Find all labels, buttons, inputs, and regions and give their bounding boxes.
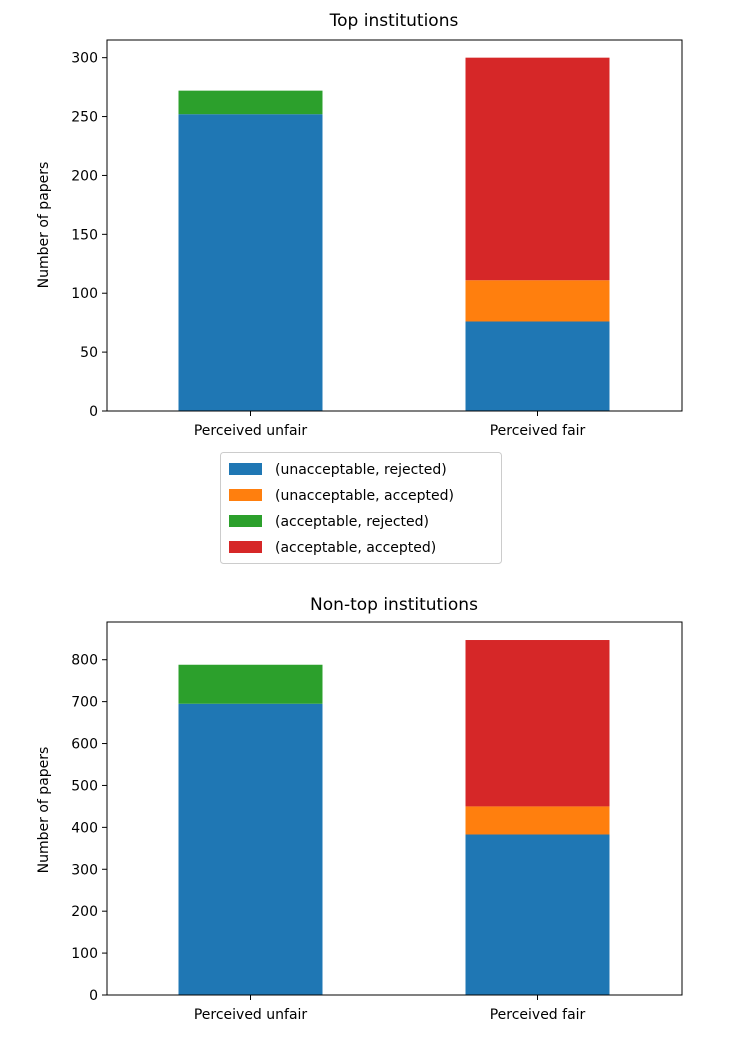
y-tick-label: 200 — [71, 904, 98, 920]
bar-perceived-unfair-series-0 — [178, 703, 323, 995]
bar-perceived-fair-series-0 — [465, 321, 610, 411]
legend-label: (unacceptable, rejected) — [275, 462, 447, 478]
chart-top-ylabel: Number of papers — [36, 162, 52, 289]
chart-bottom: Non-top institutions Number of papers 0 1… — [36, 595, 683, 1023]
legend-swatch — [229, 515, 262, 527]
legend-label: (unacceptable, accepted) — [275, 488, 454, 504]
y-tick-label: 400 — [71, 820, 98, 836]
chart-bottom-axes-frame — [106, 621, 683, 996]
chart-bottom-xticks: Perceived unfair Perceived fair — [194, 995, 586, 1023]
x-tick-label: Perceived unfair — [194, 1007, 308, 1023]
chart-bottom-title: Non-top institutions — [310, 595, 478, 615]
chart-top-title: Top institutions — [329, 11, 459, 31]
legend-swatch — [229, 541, 262, 553]
bar-perceived-unfair-series-0 — [178, 114, 323, 411]
legend: (unacceptable, rejected) (unacceptable, … — [220, 452, 502, 564]
y-tick-label: 300 — [71, 51, 98, 67]
y-tick-label: 700 — [71, 695, 98, 711]
chart-top-plot-area — [178, 57, 610, 411]
legend-swatch — [229, 463, 262, 475]
y-tick-label: 200 — [71, 168, 98, 184]
legend-swatch — [229, 489, 262, 501]
chart-bottom-yticks: 0 100 200 300 400 500 600 700 800 — [71, 653, 107, 1004]
y-tick-label: 500 — [71, 778, 98, 794]
bar-perceived-fair-series-3 — [465, 57, 610, 281]
chart-top-xticks: Perceived unfair Perceived fair — [194, 411, 586, 439]
legend-frame — [220, 452, 502, 564]
x-tick-label: Perceived fair — [490, 423, 586, 439]
bar-perceived-fair-series-3 — [465, 640, 610, 807]
y-tick-label: 600 — [71, 737, 98, 753]
chart-top: Top institutions Number of papers 0 50 100… — [36, 11, 683, 439]
bar-perceived-fair-series-0 — [465, 834, 610, 995]
y-tick-label: 50 — [80, 345, 98, 361]
y-tick-label: 250 — [71, 110, 98, 126]
legend-label: (acceptable, rejected) — [275, 514, 429, 530]
y-tick-label: 0 — [89, 988, 98, 1004]
chart-top-axes-frame — [106, 39, 683, 412]
bar-perceived-fair-series-1 — [465, 280, 610, 322]
y-tick-label: 100 — [71, 286, 98, 302]
y-tick-label: 800 — [71, 653, 98, 669]
x-tick-label: Perceived fair — [490, 1007, 586, 1023]
chart-bottom-ylabel: Number of papers — [36, 747, 52, 874]
chart-bottom-plot-area — [178, 640, 610, 995]
y-tick-label: 150 — [71, 227, 98, 243]
y-tick-label: 100 — [71, 946, 98, 962]
bar-perceived-unfair-series-2 — [178, 664, 323, 704]
bar-perceived-unfair-series-2 — [178, 90, 323, 115]
bar-perceived-fair-series-1 — [465, 806, 610, 835]
y-tick-label: 0 — [89, 404, 98, 420]
legend-label: (acceptable, accepted) — [275, 540, 436, 556]
y-tick-label: 300 — [71, 862, 98, 878]
x-tick-label: Perceived unfair — [194, 423, 308, 439]
chart-top-yticks: 0 50 100 150 200 250 300 — [71, 51, 107, 420]
